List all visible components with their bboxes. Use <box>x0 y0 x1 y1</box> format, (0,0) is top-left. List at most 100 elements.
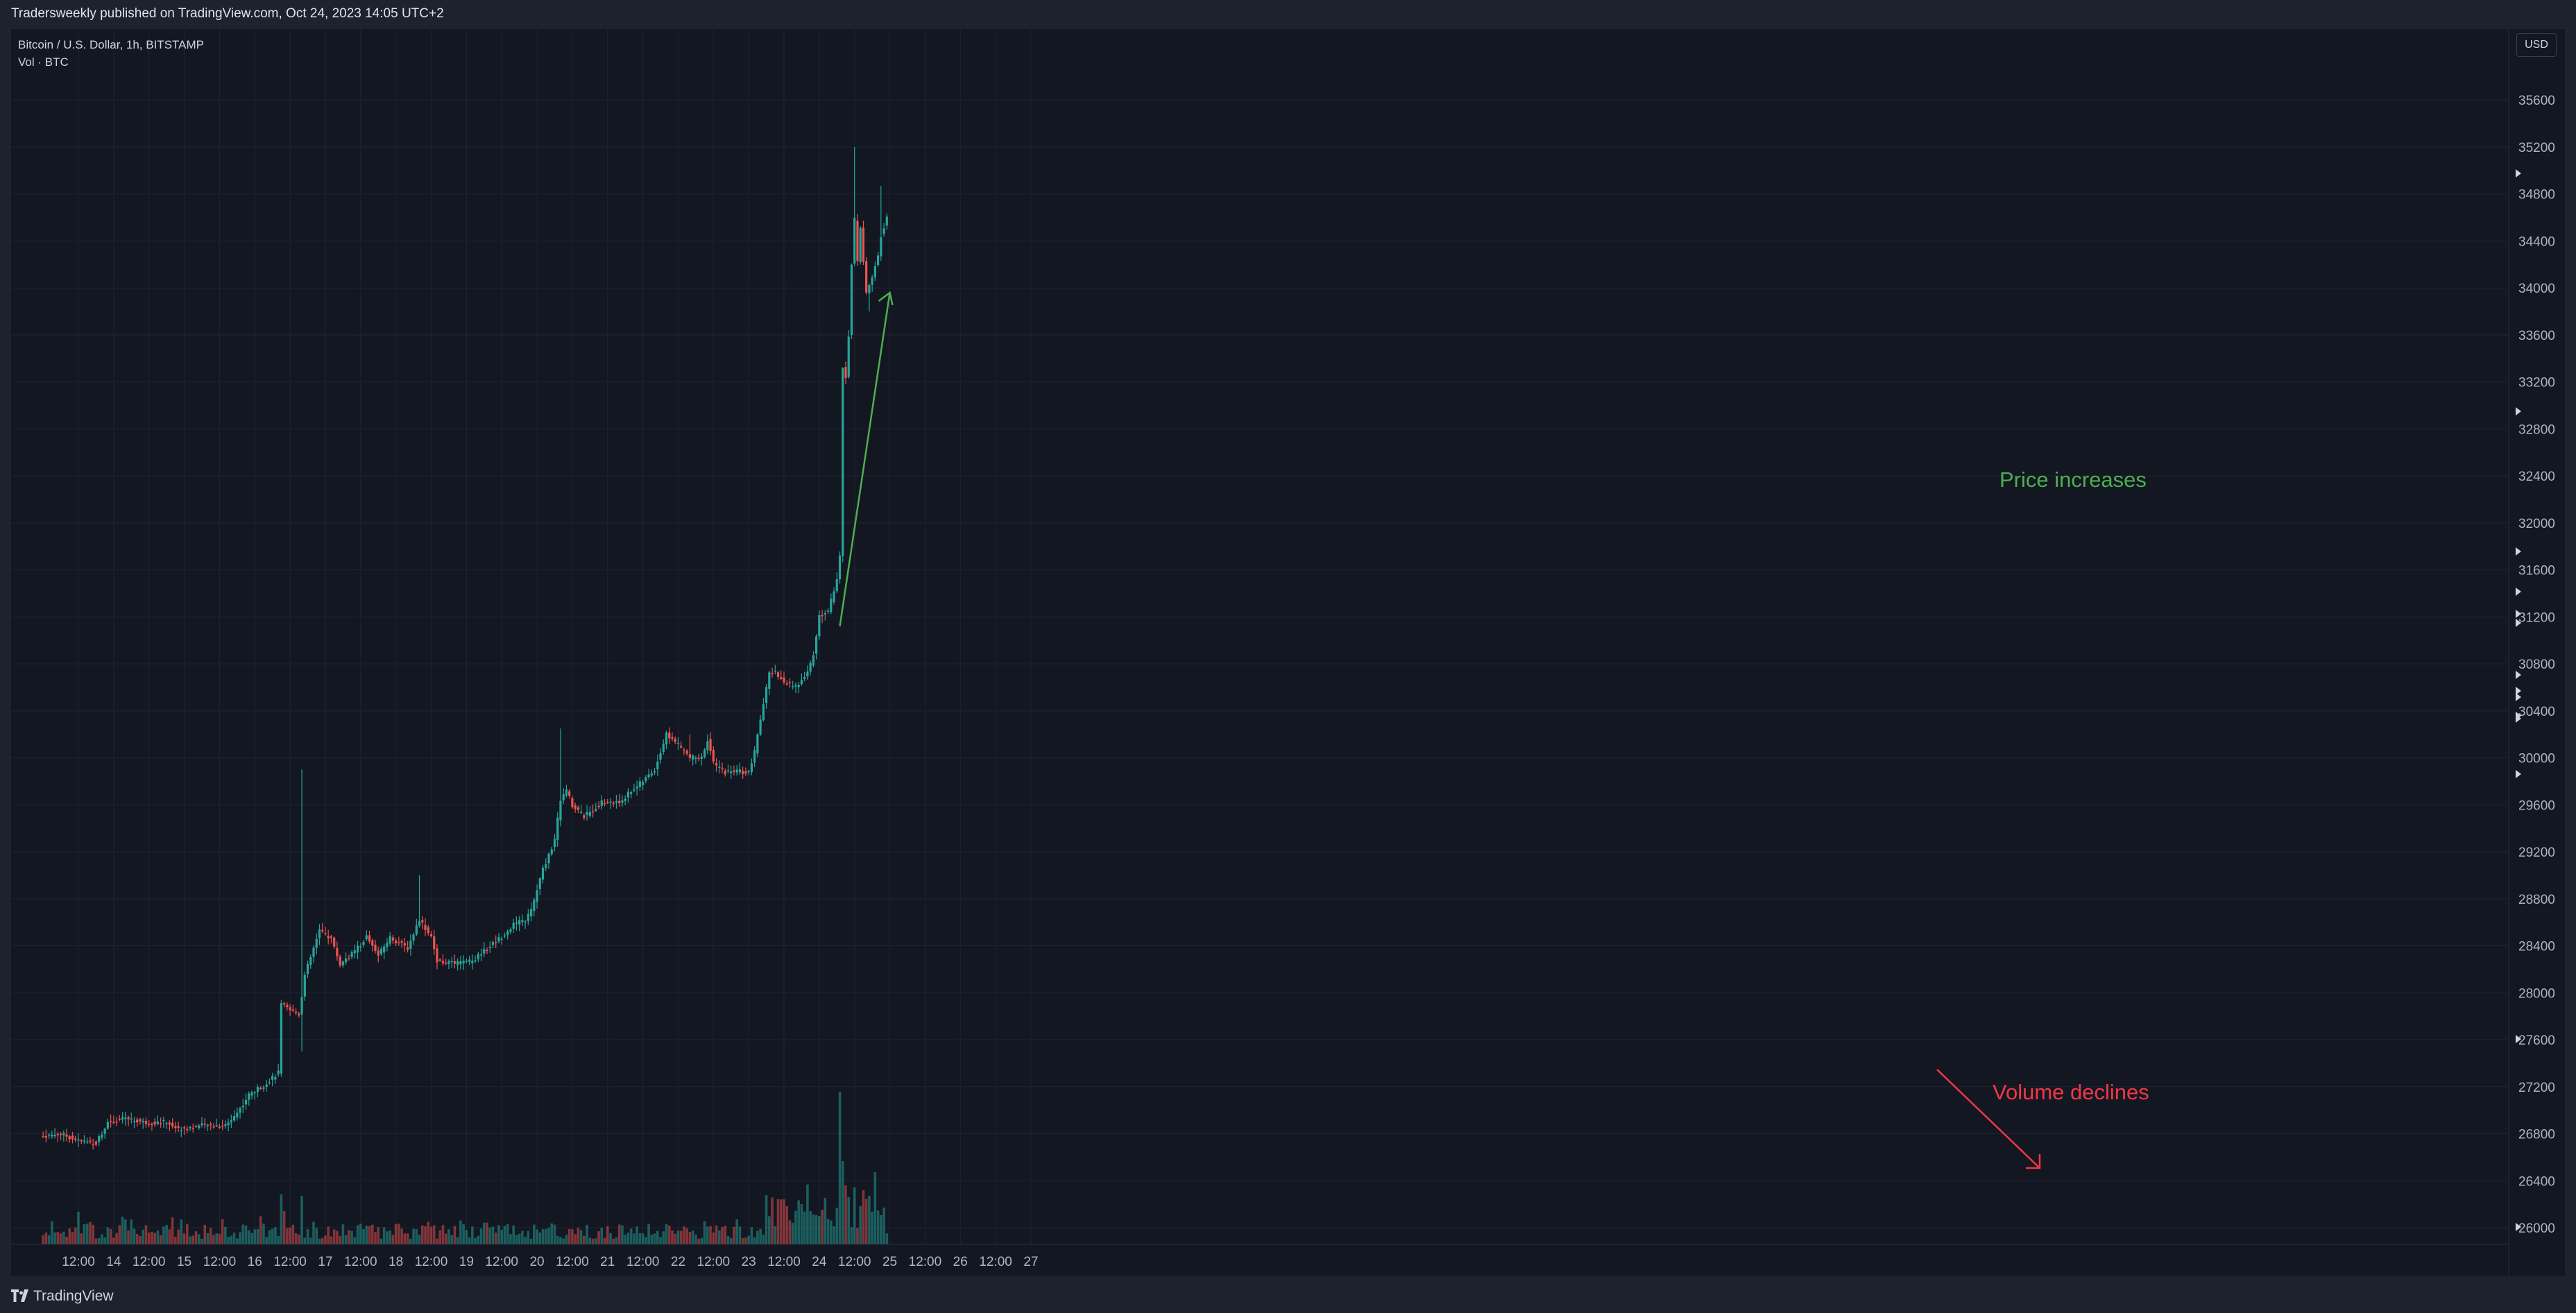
volume-bar-202 <box>636 1226 638 1244</box>
candle-body-40 <box>160 1123 162 1124</box>
candle-body-32 <box>136 1119 139 1123</box>
candle-body-100 <box>336 947 339 956</box>
candle-body-201 <box>633 789 636 791</box>
chart-svg[interactable]: 26000 26400 26800 27200 27600 28000 28400 28800… <box>11 29 2565 1276</box>
chart-frame[interactable]: 26000 26400 26800 27200 27600 28000 28400 28800… <box>11 29 2565 1276</box>
volume-bar-5 <box>56 1232 60 1244</box>
volume-bar-219 <box>685 1228 688 1244</box>
candle-body-24 <box>112 1122 115 1123</box>
candle-body-87 <box>298 1013 300 1016</box>
candle-body-286 <box>882 228 885 234</box>
candle-body-238 <box>742 771 744 775</box>
candle-body-273 <box>844 366 847 379</box>
candle-body-202 <box>636 786 638 789</box>
candle-body-189 <box>597 805 600 807</box>
volume-bar-266 <box>824 1197 827 1244</box>
volume-bar-130 <box>424 1226 427 1244</box>
volume-bar-193 <box>609 1233 612 1244</box>
candle-body-49 <box>186 1129 189 1131</box>
candle-body-143 <box>462 961 465 964</box>
candle-body-276 <box>853 217 856 264</box>
candle-body-241 <box>750 763 753 773</box>
volume-bar-276 <box>853 1187 856 1244</box>
volume-bar-160 <box>512 1225 515 1244</box>
volume-bar-228 <box>712 1232 715 1244</box>
candle-body-217 <box>680 746 683 748</box>
volume-bar-9 <box>68 1228 71 1244</box>
candle-body-263 <box>815 636 818 654</box>
volume-bar-207 <box>650 1234 654 1244</box>
candle-body-180 <box>571 798 574 807</box>
volume-bar-57 <box>209 1228 212 1244</box>
volume-bar-251 <box>779 1199 783 1244</box>
candle-body-261 <box>809 662 812 672</box>
time-tick-label-25: 26 <box>953 1255 968 1269</box>
candle-body-172 <box>547 853 550 864</box>
volume-bar-4 <box>53 1232 56 1244</box>
volume-bar-199 <box>626 1232 630 1244</box>
footer-brand: TradingView <box>33 1288 114 1304</box>
candle-body-73 <box>256 1087 259 1092</box>
candle-body-211 <box>662 744 665 753</box>
volume-bar-201 <box>633 1233 636 1244</box>
volume-bar-250 <box>776 1199 780 1244</box>
volume-bar-133 <box>432 1225 436 1244</box>
volume-bar-244 <box>759 1228 762 1244</box>
candle-body-258 <box>800 680 803 685</box>
candle-body-234 <box>730 771 733 773</box>
volume-bar-83 <box>286 1228 289 1244</box>
volume-annotation: Volume declines <box>1993 1080 2149 1104</box>
candle-body-256 <box>794 685 797 687</box>
volume-bar-185 <box>586 1224 588 1244</box>
volume-bar-51 <box>191 1235 195 1244</box>
candle-body-25 <box>115 1121 118 1123</box>
volume-bar-95 <box>321 1237 324 1244</box>
candle-body-6 <box>59 1133 62 1135</box>
volume-bar-225 <box>703 1221 706 1244</box>
candle-body-20 <box>101 1134 103 1138</box>
candle-body-203 <box>638 781 641 787</box>
candle-body-118 <box>389 936 391 944</box>
candle-body-7 <box>62 1133 65 1135</box>
candle-body-86 <box>294 1011 298 1013</box>
volume-bar-104 <box>348 1230 350 1244</box>
volume-bar-220 <box>688 1232 692 1244</box>
candle-body-153 <box>491 942 495 945</box>
candle-body-96 <box>324 933 327 935</box>
volume-bar-119 <box>391 1235 395 1244</box>
volume-bar-237 <box>738 1226 742 1244</box>
volume-bar-285 <box>880 1215 882 1244</box>
candle-body-152 <box>488 947 491 948</box>
candle-body-191 <box>603 803 606 805</box>
volume-bar-162 <box>518 1233 521 1244</box>
volume-bar-16 <box>89 1221 92 1244</box>
currency-selector[interactable]: USD <box>2516 33 2557 57</box>
volume-bar-136 <box>441 1225 445 1244</box>
candle-body-19 <box>98 1136 101 1142</box>
candle-body-196 <box>618 800 621 804</box>
candle-body-227 <box>709 739 712 751</box>
volume-bar-179 <box>568 1228 571 1244</box>
candle-body-114 <box>377 950 379 956</box>
volume-bar-208 <box>653 1233 656 1244</box>
candle-body-123 <box>403 943 406 946</box>
volume-bar-132 <box>429 1226 433 1244</box>
volume-bar-155 <box>497 1225 500 1244</box>
volume-bar-13 <box>80 1233 83 1244</box>
volume-bar-42 <box>165 1225 168 1244</box>
volume-bar-163 <box>521 1230 524 1244</box>
candle-body-259 <box>803 677 806 679</box>
volume-bar-1 <box>44 1232 48 1244</box>
volume-bar-103 <box>344 1235 348 1244</box>
volume-bar-62 <box>224 1226 227 1244</box>
candle-body-104 <box>348 958 350 960</box>
price-tick-label-13: 31200 <box>2518 610 2555 625</box>
volume-bar-76 <box>265 1237 268 1244</box>
candle-body-284 <box>877 255 880 265</box>
volume-bar-98 <box>330 1236 333 1244</box>
candle-body-121 <box>398 942 400 943</box>
volume-bar-72 <box>253 1229 257 1244</box>
price-tick-label-21: 34400 <box>2518 234 2555 249</box>
volume-bar-138 <box>447 1229 450 1244</box>
candle-body-287 <box>885 216 888 226</box>
